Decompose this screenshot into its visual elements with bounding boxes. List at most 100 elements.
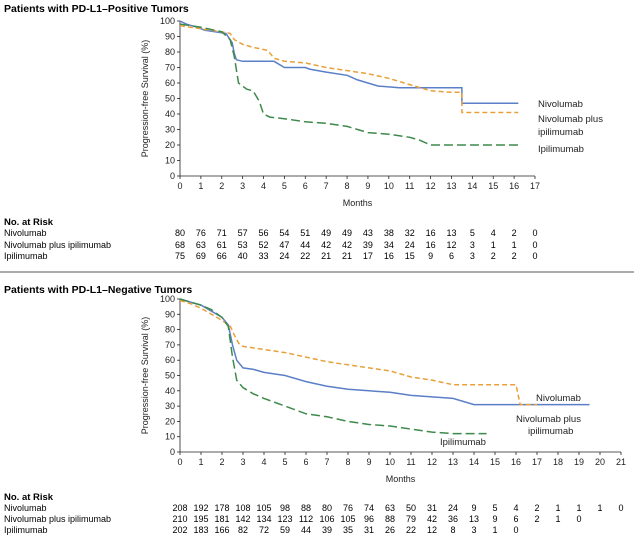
risk-row-label: Ipilimumab xyxy=(4,251,48,261)
series-label: Ipilimumab xyxy=(440,437,486,448)
risk-value: 1 xyxy=(555,503,560,513)
x-tick-label: 8 xyxy=(345,457,350,467)
x-tick-label: 16 xyxy=(511,457,521,467)
risk-value: 50 xyxy=(406,503,416,513)
risk-value: 98 xyxy=(280,503,290,513)
y-tick-label: 70 xyxy=(165,63,175,73)
risk-value: 42 xyxy=(321,240,331,250)
risk-value: 32 xyxy=(405,228,415,238)
risk-value: 1 xyxy=(576,503,581,513)
y-tick-label: 50 xyxy=(165,94,175,104)
x-tick-label: 1 xyxy=(198,457,203,467)
x-tick-label: 18 xyxy=(553,457,563,467)
risk-value: 202 xyxy=(172,525,187,535)
series-label: Nivolumab plus xyxy=(538,114,603,125)
y-tick-label: 100 xyxy=(160,16,175,26)
risk-value: 54 xyxy=(279,228,289,238)
x-tick-label: 17 xyxy=(532,457,542,467)
risk-value: 88 xyxy=(385,514,395,524)
risk-value: 21 xyxy=(342,251,352,261)
risk-value: 166 xyxy=(214,525,229,535)
risk-value: 0 xyxy=(618,503,623,513)
risk-row-label: Nivolumab plus ipilimumab xyxy=(4,240,111,250)
risk-value: 16 xyxy=(384,251,394,261)
panel-title: Patients with PD-L1–Positive Tumors xyxy=(4,3,189,15)
x-tick-label: 6 xyxy=(303,181,308,191)
risk-value: 181 xyxy=(214,514,229,524)
y-axis-label: Progression-free Survival (%) xyxy=(140,317,150,435)
risk-value: 36 xyxy=(448,514,458,524)
series-line-1 xyxy=(179,298,590,406)
series-label: Ipilimumab xyxy=(538,144,584,155)
risk-value: 24 xyxy=(405,240,415,250)
risk-value: 42 xyxy=(427,514,437,524)
risk-value: 2 xyxy=(491,251,496,261)
risk-value: 0 xyxy=(532,240,537,250)
risk-value: 12 xyxy=(427,525,437,535)
x-tick-label: 5 xyxy=(282,457,287,467)
y-tick-label: 20 xyxy=(165,416,175,426)
risk-value: 80 xyxy=(175,228,185,238)
risk-row-label: Ipilimumab xyxy=(4,525,48,535)
x-tick-label: 7 xyxy=(324,181,329,191)
risk-value: 35 xyxy=(343,525,353,535)
risk-value: 49 xyxy=(321,228,331,238)
risk-value: 1 xyxy=(491,240,496,250)
risk-value: 69 xyxy=(196,251,206,261)
risk-value: 22 xyxy=(406,525,416,535)
x-tick-label: 19 xyxy=(574,457,584,467)
risk-value: 61 xyxy=(217,240,227,250)
risk-value: 33 xyxy=(259,251,269,261)
risk-value: 0 xyxy=(532,251,537,261)
x-tick-label: 10 xyxy=(385,457,395,467)
risk-value: 9 xyxy=(471,503,476,513)
y-tick-label: 20 xyxy=(165,140,175,150)
y-tick-label: 80 xyxy=(165,325,175,335)
risk-value: 43 xyxy=(363,228,373,238)
x-tick-label: 17 xyxy=(530,181,540,191)
risk-value: 34 xyxy=(384,240,394,250)
y-tick-label: 70 xyxy=(165,340,175,350)
risk-value: 52 xyxy=(259,240,269,250)
risk-value: 47 xyxy=(279,240,289,250)
series-label: ipilimumab xyxy=(528,426,573,437)
risk-value: 13 xyxy=(469,514,479,524)
risk-value: 4 xyxy=(491,228,496,238)
y-tick-label: 30 xyxy=(165,125,175,135)
x-tick-label: 9 xyxy=(366,457,371,467)
series-label: ipilimumab xyxy=(538,127,583,138)
risk-row-label: Nivolumab xyxy=(4,503,47,513)
y-tick-label: 50 xyxy=(165,371,175,381)
x-tick-label: 16 xyxy=(509,181,519,191)
risk-value: 183 xyxy=(193,525,208,535)
risk-value: 79 xyxy=(406,514,416,524)
x-tick-label: 14 xyxy=(467,181,477,191)
risk-value: 134 xyxy=(256,514,271,524)
x-tick-label: 14 xyxy=(469,457,479,467)
risk-row-label: Nivolumab plus ipilimumab xyxy=(4,514,111,524)
x-tick-label: 2 xyxy=(219,457,224,467)
x-tick-label: 15 xyxy=(490,457,500,467)
risk-value: 16 xyxy=(426,228,436,238)
risk-value: 6 xyxy=(449,251,454,261)
x-tick-label: 6 xyxy=(303,457,308,467)
x-tick-label: 10 xyxy=(384,181,394,191)
x-tick-label: 11 xyxy=(406,457,415,467)
risk-value: 38 xyxy=(384,228,394,238)
panel-2: Patients with PD-L1–Negative Tumors01020… xyxy=(4,284,626,535)
risk-value: 31 xyxy=(427,503,437,513)
panels: Patients with PD-L1–Positive Tumors01020… xyxy=(0,3,634,535)
risk-value: 5 xyxy=(492,503,497,513)
y-tick-label: 90 xyxy=(165,32,175,42)
y-tick-label: 0 xyxy=(170,447,175,457)
risk-value: 178 xyxy=(214,503,229,513)
y-tick-label: 90 xyxy=(165,309,175,319)
risk-value: 22 xyxy=(300,251,310,261)
risk-value: 5 xyxy=(470,228,475,238)
x-tick-label: 9 xyxy=(365,181,370,191)
risk-value: 8 xyxy=(450,525,455,535)
risk-value: 0 xyxy=(576,514,581,524)
risk-value: 210 xyxy=(172,514,187,524)
risk-value: 44 xyxy=(300,240,310,250)
